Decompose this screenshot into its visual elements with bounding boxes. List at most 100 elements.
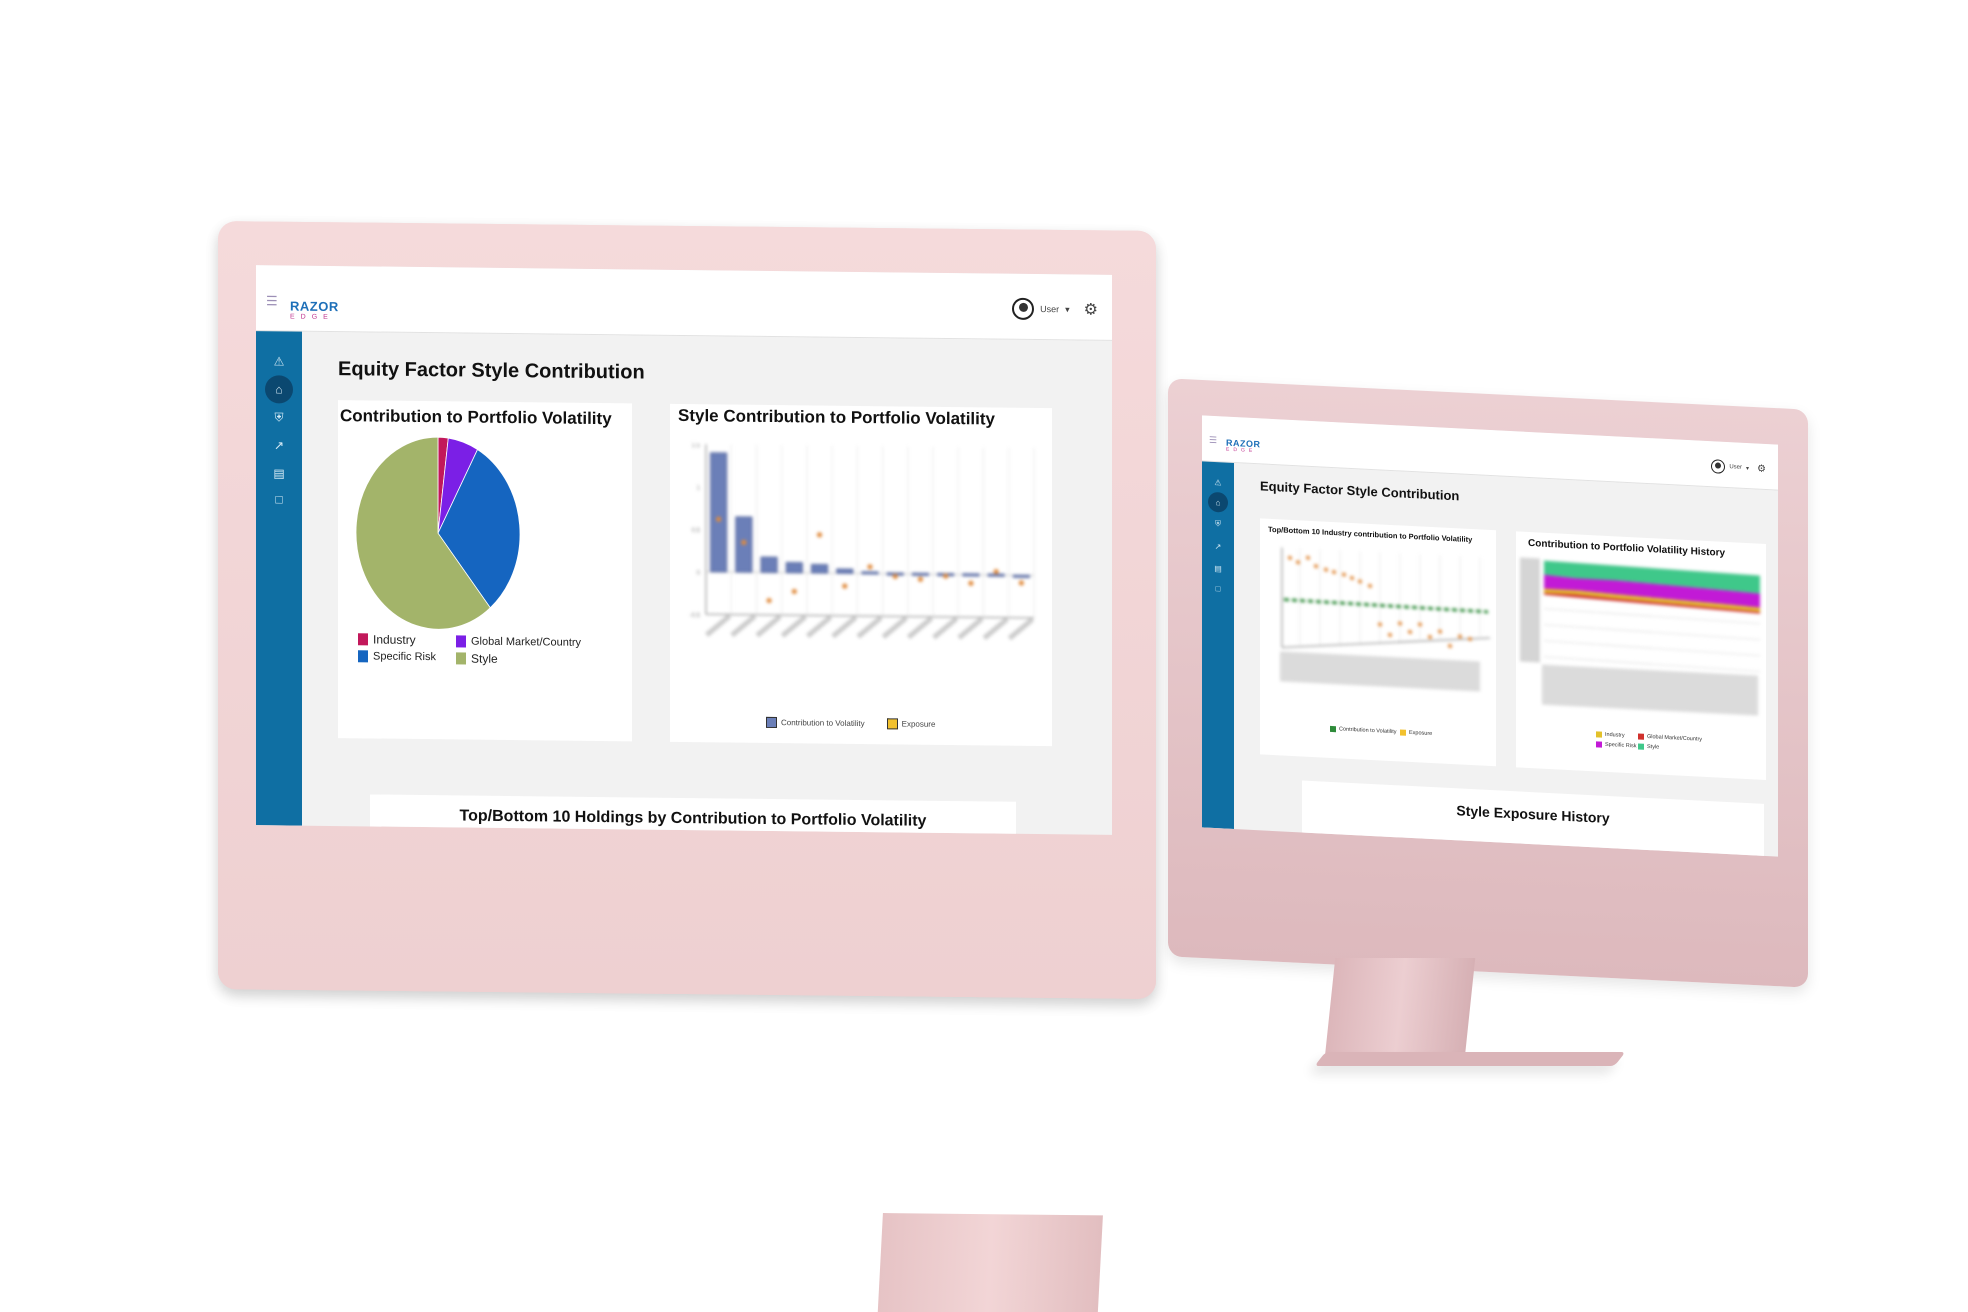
bar bbox=[811, 564, 829, 574]
x-tick-label-blur bbox=[856, 615, 883, 639]
legend-swatch bbox=[358, 650, 368, 663]
x-tick-label-blur bbox=[906, 616, 934, 640]
exposure-point bbox=[867, 564, 873, 570]
legend-swatch bbox=[456, 635, 466, 648]
legend-swatch bbox=[358, 633, 368, 646]
avatar-icon bbox=[1711, 459, 1726, 474]
home-icon[interactable]: ⌂ bbox=[1208, 491, 1228, 513]
x-tick-label-blur bbox=[932, 616, 959, 640]
legend-swatch bbox=[456, 652, 466, 665]
bar bbox=[710, 452, 728, 573]
style-exposure-title: Style Exposure History bbox=[1456, 802, 1610, 827]
legend-swatch bbox=[886, 718, 898, 730]
bar-chart-legend: Contribution to Volatility Exposure bbox=[766, 716, 936, 730]
bar-chart-panel: Style Contribution to Portfolio Volatili… bbox=[670, 403, 1052, 747]
chat-icon[interactable]: □ bbox=[1215, 583, 1221, 593]
legend-label: Specific Risk bbox=[1605, 741, 1637, 750]
brand-sub: EDGE bbox=[290, 313, 334, 322]
legend-item-exposure: Exposure bbox=[1400, 729, 1432, 737]
bar bbox=[1012, 574, 1030, 578]
brand-sub: EDGE bbox=[1226, 446, 1257, 455]
gear-icon[interactable]: ⚙ bbox=[1083, 301, 1098, 319]
menu-icon[interactable]: ☰ bbox=[266, 293, 278, 309]
legend-label: Exposure bbox=[901, 719, 936, 729]
exposure-point bbox=[766, 597, 772, 604]
legend-swatch bbox=[1638, 743, 1644, 750]
legend-label: Global Market/Country bbox=[471, 635, 582, 649]
x-tick-label-blur bbox=[982, 617, 1009, 641]
chart-line-icon[interactable]: ↗ bbox=[1214, 541, 1222, 551]
legend-item-industry: Industry bbox=[358, 632, 416, 647]
legend-swatch bbox=[1596, 741, 1602, 748]
x-tick-label-blur bbox=[805, 615, 833, 639]
exposure-point bbox=[716, 516, 722, 522]
bar bbox=[987, 573, 1005, 577]
exposure-point bbox=[943, 573, 949, 579]
legend-item-contribution: Contribution to Volatility bbox=[766, 716, 865, 729]
chat-icon[interactable]: □ bbox=[275, 492, 283, 507]
legend-label: Specific Risk bbox=[373, 650, 436, 664]
bar bbox=[836, 568, 854, 574]
right-screen: ☰ RAZOR EDGE User ▾ ⚙ ⚠ ⌂ ⛨ ↗ ▤ □ Equity… bbox=[1202, 415, 1778, 857]
x-tick-label-blur bbox=[780, 614, 807, 638]
x-tick-label-blur bbox=[957, 616, 984, 640]
left-screen: ☰ RAZOR EDGE User ▾ ⚙ ⚠ ⌂ ⛨ ↗ ▤ □ Equity… bbox=[256, 265, 1112, 835]
brand-logo[interactable]: RAZOR EDGE bbox=[290, 299, 339, 322]
page-title: Equity Factor Style Contribution bbox=[338, 358, 645, 384]
exposure-point bbox=[993, 569, 999, 575]
exposure-point bbox=[1018, 580, 1024, 586]
alert-icon[interactable]: ⚠ bbox=[1214, 477, 1222, 487]
legend-item-style: Style bbox=[1638, 743, 1659, 751]
menu-icon[interactable]: ☰ bbox=[1209, 434, 1218, 446]
x-axis bbox=[706, 613, 1034, 619]
legend-swatch bbox=[1638, 733, 1644, 740]
chart-line-icon[interactable]: ↗ bbox=[273, 438, 285, 453]
legend-item-industry: Industry bbox=[1596, 731, 1625, 739]
brand-logo[interactable]: RAZOR EDGE bbox=[1226, 438, 1261, 455]
legend-swatch bbox=[1330, 725, 1336, 733]
briefcase-icon[interactable]: ▤ bbox=[273, 466, 285, 481]
page-title: Equity Factor Style Contribution bbox=[1260, 478, 1460, 504]
briefcase-icon[interactable]: ▤ bbox=[1214, 563, 1222, 573]
industry-chart-panel: Top/Bottom 10 Industry contribution to P… bbox=[1260, 518, 1496, 767]
legend-label: Style bbox=[471, 651, 498, 666]
legend-swatch bbox=[1400, 729, 1406, 736]
exposure-point bbox=[892, 573, 898, 580]
user-menu[interactable]: User ▾ ⚙ bbox=[1012, 297, 1098, 321]
legend-item-exposure: Exposure bbox=[886, 718, 936, 730]
chevron-down-icon: ▾ bbox=[1065, 303, 1070, 314]
gear-icon[interactable]: ⚙ bbox=[1757, 463, 1766, 475]
pie-slice-style bbox=[355, 436, 491, 630]
shield-icon[interactable]: ⛨ bbox=[1215, 519, 1221, 529]
bar bbox=[911, 572, 929, 576]
pie-chart-title: Contribution to Portfolio Volatility bbox=[340, 406, 612, 429]
legend-label: Exposure bbox=[1409, 729, 1433, 738]
pie-chart bbox=[355, 436, 521, 630]
industry-scatter-chart bbox=[1280, 547, 1491, 692]
bar bbox=[861, 571, 879, 575]
history-chart-panel: Contribution to Portfolio Volatility His… bbox=[1516, 531, 1766, 780]
legend-item-global: Global Market/Country bbox=[456, 635, 582, 649]
pie-chart-panel: Contribution to Portfolio Volatility Ind… bbox=[338, 400, 632, 742]
user-menu[interactable]: User ▾ ⚙ bbox=[1711, 459, 1766, 476]
user-label: User bbox=[1040, 304, 1060, 315]
y-tick-label: 1 bbox=[697, 486, 701, 492]
legend-item-specific: Specific Risk bbox=[1596, 741, 1636, 749]
history-area-chart bbox=[1520, 557, 1761, 716]
legend-label: Contribution to Volatility bbox=[781, 718, 865, 729]
exposure-point bbox=[816, 532, 823, 538]
legend-label: Industry bbox=[373, 632, 416, 647]
right-monitor-foot bbox=[1314, 1052, 1626, 1066]
alert-icon[interactable]: ⚠ bbox=[273, 354, 285, 369]
exposure-point bbox=[968, 580, 974, 586]
shield-icon[interactable]: ⛨ bbox=[274, 409, 284, 424]
x-tick-label-blur bbox=[705, 613, 732, 637]
x-tick-label-blur bbox=[881, 615, 908, 639]
avatar-icon bbox=[1012, 297, 1035, 320]
home-icon[interactable]: ⌂ bbox=[265, 375, 293, 404]
legend-item-style: Style bbox=[456, 651, 498, 666]
bar bbox=[760, 556, 778, 573]
x-tick-label-blur bbox=[755, 614, 782, 638]
top-bar: ☰ RAZOR EDGE User ▾ ⚙ bbox=[256, 265, 1112, 341]
